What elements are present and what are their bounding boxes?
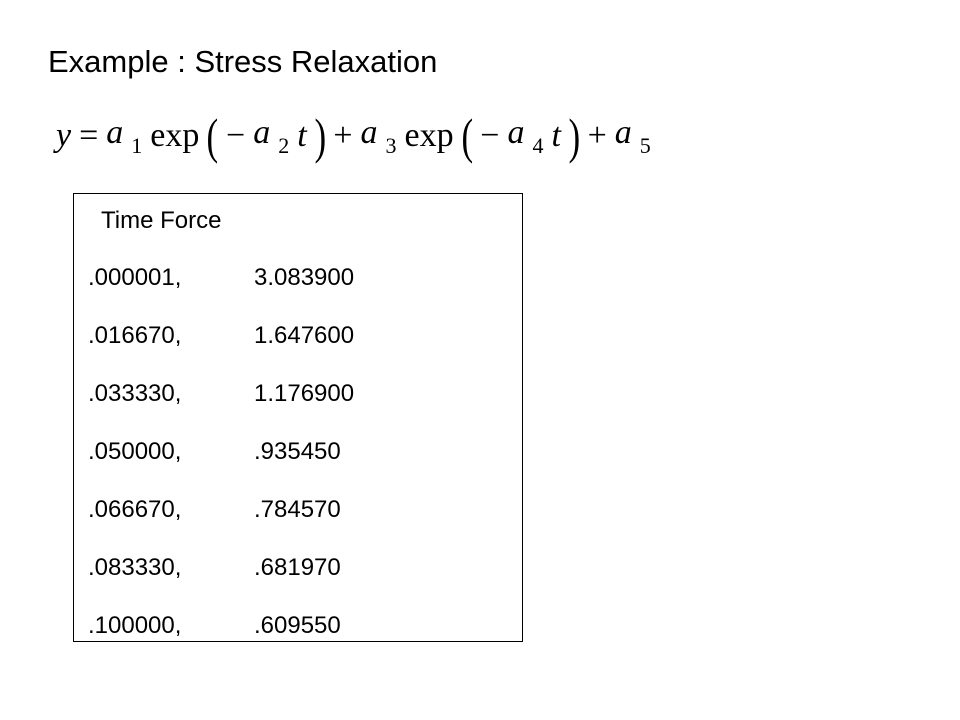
- equation-token: ): [313, 111, 326, 161]
- equation-symbol: a: [106, 113, 124, 151]
- slide-title: Example : Stress Relaxation: [48, 44, 438, 79]
- time-cell: .083330,: [88, 554, 182, 581]
- time-cell: .100000,: [88, 612, 182, 639]
- equation-symbol: y: [56, 117, 72, 154]
- equation-token: y: [52, 117, 75, 155]
- equation-symbol: =: [79, 117, 99, 154]
- data-table: Time Force .000001, 3.083900 .016670, 1.647…: [73, 193, 523, 642]
- table-header: Time Force: [101, 207, 222, 234]
- equation-symbol: ): [568, 108, 581, 164]
- force-cell: .784570: [254, 496, 341, 523]
- force-cell: 1.176900: [254, 380, 355, 407]
- equation-symbol: t: [297, 117, 307, 154]
- equation-symbol: −: [480, 117, 500, 154]
- equation-symbol: exp: [150, 117, 200, 154]
- equation-symbol: a: [360, 113, 378, 151]
- equation-subscript: 5: [639, 132, 651, 158]
- equation-symbol: (: [461, 108, 473, 164]
- equation-symbol: a: [614, 113, 632, 151]
- equation-token: (: [206, 111, 219, 161]
- equation-symbol: ): [314, 108, 326, 164]
- equation-token: −: [476, 117, 503, 155]
- equation-symbol: −: [226, 117, 246, 154]
- equation-token: t: [547, 117, 564, 155]
- equation-symbol: a: [253, 113, 271, 151]
- equation-subscript: 4: [532, 132, 544, 158]
- force-cell: 3.083900: [254, 264, 355, 291]
- equation-token: ): [568, 111, 581, 161]
- equation-symbol: a: [507, 113, 525, 151]
- equation-token: (: [460, 111, 473, 161]
- equation-subscript: 1: [131, 132, 143, 158]
- equation-token: −: [222, 117, 249, 155]
- equation-token: +: [584, 117, 611, 155]
- time-cell: .033330,: [88, 380, 182, 407]
- equation-symbol: +: [587, 117, 607, 154]
- equation: y = a 1 exp(− a 2 t) + a 3 exp(− a 4 t) + a 5: [52, 106, 655, 166]
- force-cell: .609550: [254, 612, 341, 639]
- equation-token: exp: [401, 117, 458, 155]
- equation-token: +: [329, 117, 356, 155]
- force-cell: 1.647600: [254, 322, 355, 349]
- time-cell: .050000,: [88, 438, 182, 465]
- equation-symbol: +: [333, 117, 353, 154]
- equation-token: =: [75, 117, 102, 155]
- force-cell: .681970: [254, 554, 341, 581]
- equation-symbol: t: [551, 117, 561, 154]
- time-cell: .066670,: [88, 496, 182, 523]
- time-cell: .000001,: [88, 264, 182, 291]
- force-cell: .935450: [254, 438, 341, 465]
- equation-symbol: exp: [404, 117, 454, 154]
- equation-token: t: [293, 117, 310, 155]
- equation-subscript: 3: [385, 132, 397, 158]
- equation-symbol: (: [206, 108, 219, 164]
- equation-token: exp: [146, 117, 203, 155]
- equation-subscript: 2: [278, 132, 290, 158]
- time-cell: .016670,: [88, 322, 182, 349]
